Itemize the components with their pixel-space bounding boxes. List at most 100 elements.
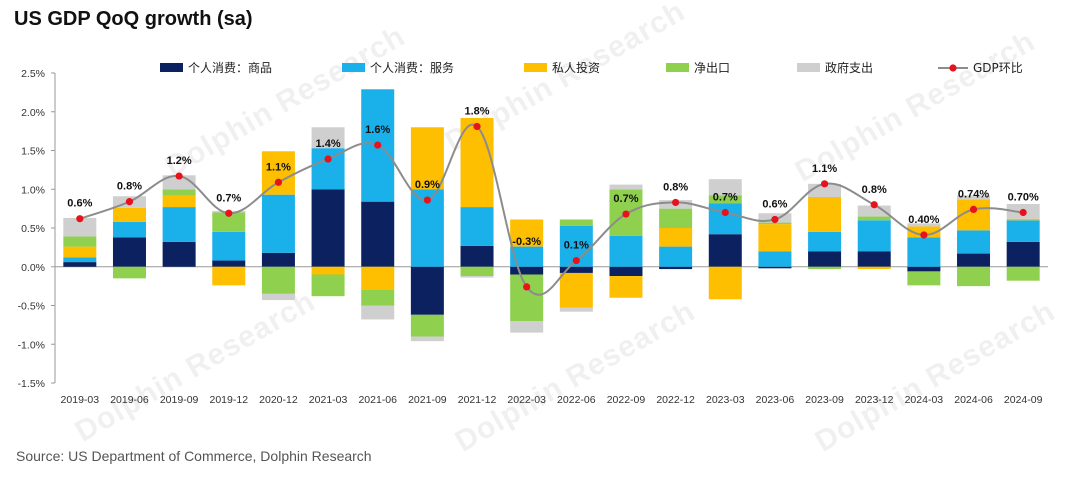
bar-segment-net_exports [957, 266, 991, 287]
gdp-point [225, 209, 233, 217]
bar-segment-government [857, 205, 891, 217]
y-tick-label: 0.5% [21, 223, 45, 235]
x-tick-label: 2019-03 [61, 394, 100, 406]
bar-segment-services [1006, 220, 1040, 242]
bar-segment-net_exports [659, 208, 693, 228]
bar-segment-investment [311, 266, 345, 275]
bar-segment-goods [857, 251, 891, 267]
x-tick-label: 2021-12 [458, 394, 497, 406]
gdp-point [622, 210, 630, 218]
bar-segment-goods [758, 266, 792, 269]
legend: 个人消费：商品 个人消费：服务 私人投资 净出口 政府支出 GDP环比 [160, 60, 1023, 75]
bar-segment-net_exports [1006, 266, 1040, 281]
gdp-data-label: 1.1% [812, 163, 837, 175]
x-tick-label: 2023-03 [706, 394, 745, 406]
bar-segment-investment [857, 266, 891, 270]
bar-segment-services [112, 221, 146, 238]
bar-segment-investment [808, 197, 842, 232]
gdp-data-label: 1.1% [266, 161, 291, 173]
bar-segment-net_exports [758, 222, 792, 225]
x-tick-label: 2023-12 [855, 394, 894, 406]
bar-segment-net_exports [510, 274, 544, 321]
bar-segment-services [808, 231, 842, 252]
y-tick-label: -1.5% [18, 378, 45, 390]
bar-segment-services [857, 220, 891, 252]
bar-segment-government [63, 217, 97, 237]
bar-segment-net_exports [212, 212, 246, 232]
bar-segment-net_exports [63, 236, 97, 247]
bar-segment-investment [361, 266, 395, 290]
bar-segment-net_exports [559, 219, 593, 226]
gdp-data-label: 0.6% [67, 198, 92, 210]
bar-segment-goods [63, 262, 97, 267]
bar-segment-investment [659, 228, 693, 247]
x-tick-label: 2024-03 [905, 394, 944, 406]
gdp-data-label: 1.8% [464, 105, 489, 117]
bar-segment-government [460, 276, 494, 278]
x-tick-label: 2024-06 [954, 394, 993, 406]
bar-segment-net_exports [112, 266, 146, 279]
x-tick-label: 2019-06 [110, 394, 149, 406]
bar-segment-goods [212, 260, 246, 267]
bar-segment-investment [162, 195, 196, 208]
bar-segment-investment [758, 224, 792, 252]
bar-segment-investment [261, 151, 295, 195]
gdp-point [870, 201, 878, 209]
bar-segment-services [460, 207, 494, 246]
x-tick-label: 2023-09 [805, 394, 844, 406]
gdp-data-label: 0.40% [908, 214, 939, 226]
bar-segment-investment [510, 219, 544, 247]
gdp-point [175, 172, 183, 180]
x-tick-label: 2021-03 [309, 394, 348, 406]
gdp-point [1019, 208, 1027, 217]
gdp-point [473, 122, 481, 131]
legend-label-gdp: GDP环比 [973, 61, 1023, 75]
legend-label-net_exports: 净出口 [694, 61, 730, 75]
gdp-point [820, 180, 829, 188]
y-tick-label: -1.0% [18, 339, 45, 351]
bar-segment-goods [1006, 241, 1040, 267]
bar-segment-services [907, 237, 941, 267]
bar-segment-government [261, 293, 295, 301]
bar-segment-goods [311, 189, 345, 267]
bar-segment-services [708, 203, 742, 235]
x-tick-label: 2019-12 [210, 394, 249, 406]
gdp-line [76, 122, 1027, 296]
bar-segment-investment [410, 127, 444, 190]
gdp-point [374, 141, 382, 149]
gdp-data-label: 0.8% [862, 184, 887, 196]
bar-segment-investment [1006, 218, 1040, 221]
y-tick-label: 2.0% [21, 107, 45, 119]
gdp-data-label: 0.8% [117, 181, 142, 193]
bar-segment-government [957, 195, 991, 200]
x-tick-label: 2023-06 [756, 394, 795, 406]
legend-swatch-goods [160, 63, 183, 72]
x-tick-label: 2019-09 [160, 394, 199, 406]
bar-segment-goods [460, 245, 494, 267]
bar-segment-net_exports [460, 266, 494, 277]
gdp-data-label: 0.8% [663, 181, 688, 193]
legend-swatch-net_exports [666, 63, 689, 72]
x-tick-label: 2022-06 [557, 394, 596, 406]
bars [63, 89, 1040, 342]
bar-segment-services [261, 194, 295, 253]
bar-segment-government [609, 184, 643, 190]
gdp-point [125, 198, 134, 206]
bar-segment-services [162, 207, 196, 242]
bar-segment-investment [63, 246, 97, 258]
bar-segment-services [212, 231, 246, 261]
gdp-labels: 0.6% 0.8% 1.2% 0.7% 1.1% 1.4% 1.6% 0.9% 1.8% -0.3… [67, 105, 1039, 251]
bar-segment-investment [212, 266, 246, 286]
bar-segment-goods [907, 266, 941, 272]
gdp-data-label: 1.4% [316, 138, 341, 150]
bar-segment-net_exports [857, 216, 891, 221]
bar-segment-net_exports [261, 266, 295, 294]
legend-label-investment: 私人投资 [552, 60, 600, 75]
bar-segment-services [63, 257, 97, 263]
x-tick-label: 2020-12 [259, 394, 298, 406]
gdp-data-label: 0.7% [216, 192, 241, 204]
x-tick-label: 2022-12 [656, 394, 695, 406]
bar-segment-goods [957, 253, 991, 267]
y-tick-label: -0.5% [18, 301, 45, 313]
bar-segment-net_exports [162, 189, 196, 196]
